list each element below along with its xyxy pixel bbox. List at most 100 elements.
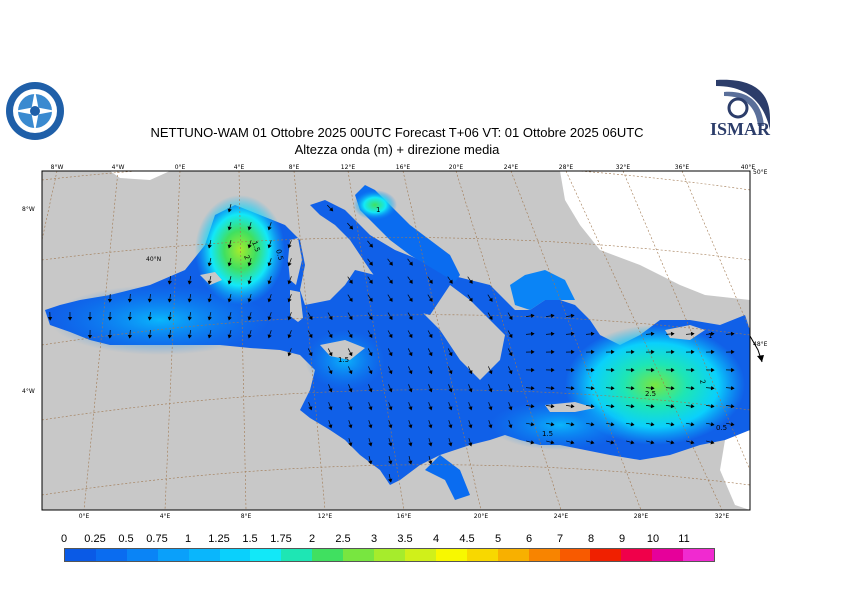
direction-arrowhead xyxy=(329,207,334,212)
direction-arrowhead xyxy=(328,351,333,357)
colorscale-cell xyxy=(157,549,189,561)
direction-arrowhead xyxy=(650,440,655,445)
top-axis-tick: 4°W xyxy=(112,164,125,171)
direction-arrowhead xyxy=(468,388,473,393)
bottom-axis-tick: 16°E xyxy=(397,513,412,520)
direction-arrowhead xyxy=(247,244,252,249)
direction-arrowhead xyxy=(488,315,493,321)
meteo-service-logo xyxy=(3,80,67,142)
direction-arrowhead xyxy=(187,316,192,321)
direction-arrowhead xyxy=(187,334,192,339)
direction-arrowhead xyxy=(147,316,153,321)
direction-arrowhead xyxy=(348,279,353,284)
direction-arrowhead xyxy=(448,388,453,393)
colorscale-label: 10 xyxy=(646,533,660,545)
colorscale-cell xyxy=(404,549,436,561)
direction-arrowhead xyxy=(267,262,272,267)
direction-arrowhead xyxy=(107,298,113,303)
direction-arrowhead xyxy=(388,424,393,429)
top-axis-tick: 20°E xyxy=(449,164,464,171)
wave-direction-arrows xyxy=(47,204,735,483)
direction-arrowhead xyxy=(570,331,575,337)
colorscale-cell xyxy=(374,549,405,561)
bottom-axis-tick: 32°E xyxy=(715,513,730,520)
colorscale-label: 0 xyxy=(60,533,68,545)
direction-arrowhead xyxy=(349,225,354,230)
direction-arrowhead xyxy=(651,367,655,373)
svg-text:1: 1 xyxy=(376,206,380,214)
direction-arrowhead xyxy=(408,261,413,266)
direction-arrowhead xyxy=(368,460,373,465)
direction-arrowhead xyxy=(730,404,735,409)
direction-arrowhead xyxy=(308,315,313,321)
colorscale-cell xyxy=(621,549,653,561)
colorscale-label: 0.25 xyxy=(84,533,106,545)
direction-arrowhead xyxy=(488,406,493,411)
direction-arrowhead xyxy=(247,334,252,339)
direction-arrowhead xyxy=(448,370,453,375)
direction-arrowhead xyxy=(207,262,212,267)
direction-arrowhead xyxy=(730,331,735,337)
direction-arrowhead xyxy=(690,385,695,391)
direction-arrowhead xyxy=(508,406,513,411)
top-axis-tick: 8°W xyxy=(51,164,64,171)
direction-arrowhead xyxy=(530,313,535,318)
direction-arrowhead xyxy=(388,261,393,266)
direction-arrowhead xyxy=(348,333,353,339)
direction-arrowhead xyxy=(710,331,715,337)
colorscale-bar xyxy=(64,548,715,562)
direction-arrowhead xyxy=(448,442,453,447)
direction-arrowhead xyxy=(408,424,413,429)
direction-arrowhead xyxy=(670,404,675,409)
direction-arrowhead xyxy=(287,280,292,285)
direction-arrowhead xyxy=(428,370,433,375)
direction-arrowhead xyxy=(167,316,172,321)
direction-arrowhead xyxy=(127,316,133,321)
direction-arrowhead xyxy=(388,406,393,411)
direction-arrowhead xyxy=(267,334,272,339)
colorscale-label: 4.5 xyxy=(459,533,475,545)
direction-arrowhead xyxy=(448,351,453,357)
direction-arrowhead xyxy=(368,315,373,321)
direction-arrowhead xyxy=(690,440,695,445)
direction-arrowhead xyxy=(328,406,333,411)
direction-arrowhead xyxy=(611,367,615,373)
direction-arrowhead xyxy=(550,422,555,427)
top-axis-tick: 12°E xyxy=(341,164,356,171)
direction-arrowhead xyxy=(488,424,493,429)
direction-arrowhead xyxy=(388,460,393,465)
direction-arrowhead xyxy=(650,331,655,337)
colorscale-cell xyxy=(559,549,591,561)
colorscale-label: 2.5 xyxy=(335,533,351,545)
direction-arrowhead xyxy=(388,279,393,284)
top-axis-tick: 40°E xyxy=(741,164,756,171)
direction-arrowhead xyxy=(388,351,393,357)
svg-text:1.5: 1.5 xyxy=(250,240,261,253)
top-axis-tick: 16°E xyxy=(396,164,411,171)
direction-arrowhead xyxy=(348,297,353,302)
colorscale-label: 1 xyxy=(184,533,192,545)
direction-arrowhead xyxy=(408,460,413,465)
svg-text:ISMAR: ISMAR xyxy=(710,119,771,139)
svg-text:0.5: 0.5 xyxy=(716,424,727,432)
direction-arrowhead xyxy=(651,349,655,355)
direction-arrowhead xyxy=(287,334,292,339)
direction-arrowhead xyxy=(388,388,393,393)
direction-arrowhead xyxy=(731,349,735,355)
direction-arrowhead xyxy=(348,388,353,393)
direction-arrowhead xyxy=(710,422,715,427)
svg-text:0.5: 0.5 xyxy=(274,248,285,261)
direction-arrowhead xyxy=(650,385,655,391)
direction-arrowhead xyxy=(551,367,555,373)
direction-arrowhead xyxy=(711,367,715,373)
direction-arrowhead xyxy=(448,424,453,429)
colorscale-label: 7 xyxy=(556,533,564,545)
colorscale-cell xyxy=(281,549,313,561)
direction-arrowhead xyxy=(247,226,252,231)
direction-arrowhead xyxy=(47,316,53,321)
direction-arrowhead xyxy=(590,440,595,445)
direction-arrowhead xyxy=(571,349,575,355)
direction-arrowhead xyxy=(127,298,133,303)
direction-arrowhead xyxy=(87,335,93,339)
colorscale-cell xyxy=(343,549,375,561)
